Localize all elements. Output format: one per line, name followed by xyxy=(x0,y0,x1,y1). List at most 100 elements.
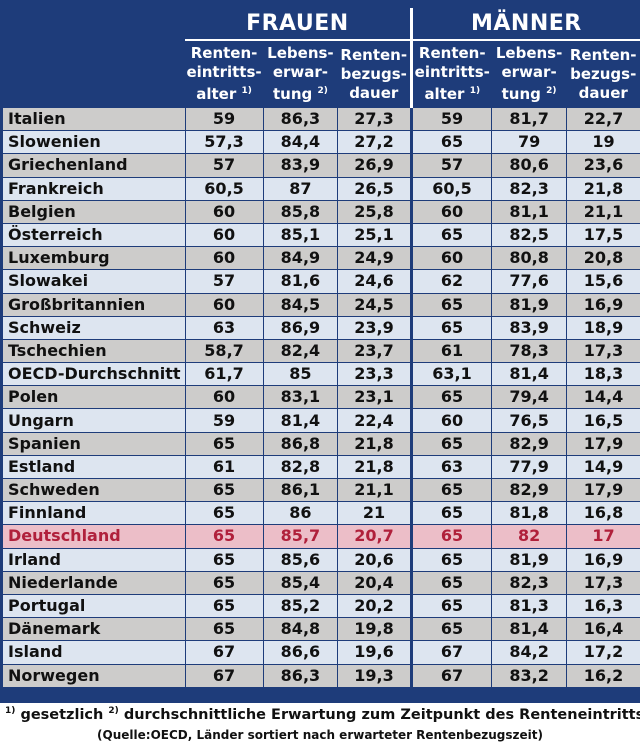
women-life-exp-cell: 85 xyxy=(262,362,338,386)
footnote-ref: 2) xyxy=(317,86,328,96)
table-row: Finnland 65 86 21 65 81,8 16,8 xyxy=(3,501,640,525)
footnote-text-2: durchschnittliche Erwartung zum Zeitpunk… xyxy=(118,706,640,723)
footnote-ref: 2) xyxy=(546,86,557,96)
women-duration-cell: 24,9 xyxy=(337,246,412,270)
women-retire-age-cell: 60 xyxy=(184,385,264,409)
table-body: Italien 59 86,3 27,3 59 81,7 22,7 Slowenien 57,3… xyxy=(3,106,640,687)
col-header-line: bezugs- xyxy=(566,65,640,84)
women-life-exp-cell: 85,8 xyxy=(262,199,338,224)
men-retire-age-cell: 65 xyxy=(409,130,492,154)
women-retire-age-cell: 65 xyxy=(184,593,264,618)
men-duration-cell: 16,9 xyxy=(565,547,640,572)
women-life-exp-cell: 86,3 xyxy=(262,663,338,687)
women-retire-age-cell: 60,5 xyxy=(184,176,264,201)
country-name: Portugal xyxy=(3,593,185,618)
men-life-exp-cell: 82,3 xyxy=(491,176,567,201)
table-row: Italien 59 86,3 27,3 59 81,7 22,7 xyxy=(3,106,640,131)
men-duration-cell: 18,9 xyxy=(565,315,640,340)
women-life-exp-cell: 84,8 xyxy=(262,617,338,641)
col-header-text: erwar- xyxy=(272,63,329,81)
women-duration-cell: 26,5 xyxy=(337,176,412,201)
country-name: Österreich xyxy=(3,222,185,247)
men-duration-cell: 14,4 xyxy=(565,385,640,409)
men-life-exp-cell: 81,7 xyxy=(491,106,567,131)
men-duration-cell: 17,9 xyxy=(565,477,640,502)
footnote-ref: 1) xyxy=(469,86,481,96)
men-duration-cell: 15,6 xyxy=(565,269,640,293)
men-retire-age-cell: 60 xyxy=(409,408,492,433)
table-row: Portugal 65 85,2 20,2 65 81,3 16,3 xyxy=(3,593,640,618)
col-header-text: eintritts- xyxy=(414,63,490,81)
col-header-line: dauer xyxy=(566,84,640,103)
footnote-mark-2: 2) xyxy=(108,706,119,716)
col-header-text: Lebens- xyxy=(495,44,563,62)
country-name: Finnland xyxy=(3,501,185,525)
men-duration-cell: 17,9 xyxy=(565,431,640,456)
col-header-men-duration: Renten-bezugs-dauer xyxy=(566,40,640,108)
men-life-exp-cell: 78,3 xyxy=(491,338,567,363)
women-life-exp-cell: 86,8 xyxy=(262,431,338,456)
women-duration-cell: 23,3 xyxy=(337,362,412,386)
men-duration-cell: 16,4 xyxy=(565,617,640,641)
men-retire-age-cell: 65 xyxy=(409,315,492,340)
country-name: Italien xyxy=(3,106,185,131)
table-row: Österreich 60 85,1 25,1 65 82,5 17,5 xyxy=(3,222,640,247)
col-header-line: erwar- xyxy=(263,63,338,82)
table-row: Belgien 60 85,8 25,8 60 81,1 21,1 xyxy=(3,199,640,224)
men-duration-cell: 20,8 xyxy=(565,246,640,270)
col-header-text: bezugs- xyxy=(340,64,407,83)
col-header-text: Renten- xyxy=(340,45,408,64)
table-row: Slowenien 57,3 84,4 27,2 65 79 19 xyxy=(3,130,640,154)
women-duration-cell: 21,8 xyxy=(337,431,412,456)
country-name: Belgien xyxy=(3,199,185,224)
col-header-text: Lebens- xyxy=(267,44,334,62)
col-header-men-life-exp: Lebens-erwar-tung 2) xyxy=(492,40,567,108)
women-duration-cell: 24,6 xyxy=(337,269,412,293)
table-row: Frankreich 60,5 87 26,5 60,5 82,3 21,8 xyxy=(3,176,640,201)
col-header-men-retire-age: Renten-eintritts-alter 1) xyxy=(409,40,492,108)
men-life-exp-cell: 81,4 xyxy=(491,362,567,386)
table-row: Island 67 86,6 19,6 67 84,2 17,2 xyxy=(3,640,640,664)
country-name: Schweiz xyxy=(3,315,185,340)
men-duration-cell: 16,2 xyxy=(565,663,640,687)
men-retire-age-cell: 65 xyxy=(409,501,492,525)
col-header-text: eintritts- xyxy=(186,63,262,81)
women-life-exp-cell: 86,9 xyxy=(262,315,338,340)
table-row: Schweden 65 86,1 21,1 65 82,9 17,9 xyxy=(3,477,640,502)
women-life-exp-cell: 81,6 xyxy=(262,269,338,293)
col-header-text: erwar- xyxy=(501,63,557,81)
women-retire-age-cell: 61,7 xyxy=(184,362,264,386)
col-header-line: dauer xyxy=(338,84,410,103)
women-life-exp-cell: 84,4 xyxy=(262,130,338,154)
men-duration-cell: 17 xyxy=(565,524,640,549)
men-life-exp-cell: 82 xyxy=(491,524,567,549)
men-life-exp-cell: 81,3 xyxy=(491,593,567,618)
table-row: Irland 65 85,6 20,6 65 81,9 16,9 xyxy=(3,547,640,572)
men-life-exp-cell: 81,8 xyxy=(491,501,567,525)
col-header-women-retire-age: Renten-eintritts-alter 1) xyxy=(185,40,263,108)
men-life-exp-cell: 81,9 xyxy=(491,547,567,572)
table-row: OECD-Durchschnitt 61,7 85 23,3 63,1 81,4 18,3 xyxy=(3,362,640,386)
col-header-line: eintritts- xyxy=(413,63,492,82)
women-life-exp-cell: 85,7 xyxy=(262,524,338,549)
country-name: Slowakei xyxy=(3,269,185,293)
women-life-exp-cell: 87 xyxy=(262,176,338,201)
men-retire-age-cell: 57 xyxy=(409,153,492,178)
country-name: Irland xyxy=(3,547,185,572)
table-row: Deutschland 65 85,7 20,7 65 82 17 xyxy=(3,524,640,549)
men-retire-age-cell: 63 xyxy=(409,454,492,479)
women-retire-age-cell: 65 xyxy=(184,524,264,549)
group-header-women: FRAUEN xyxy=(185,8,412,41)
country-name: Norwegen xyxy=(3,663,185,687)
women-retire-age-cell: 67 xyxy=(184,640,264,664)
women-life-exp-cell: 83,1 xyxy=(262,385,338,409)
men-duration-cell: 22,7 xyxy=(565,106,640,131)
men-life-exp-cell: 82,3 xyxy=(491,570,567,595)
women-retire-age-cell: 65 xyxy=(184,501,264,525)
men-retire-age-cell: 65 xyxy=(409,431,492,456)
col-header-women-life-exp: Lebens-erwar-tung 2) xyxy=(263,40,338,108)
men-life-exp-cell: 80,6 xyxy=(491,153,567,178)
women-life-exp-cell: 85,4 xyxy=(262,570,338,595)
men-retire-age-cell: 65 xyxy=(409,547,492,572)
country-name: Dänemark xyxy=(3,617,185,641)
